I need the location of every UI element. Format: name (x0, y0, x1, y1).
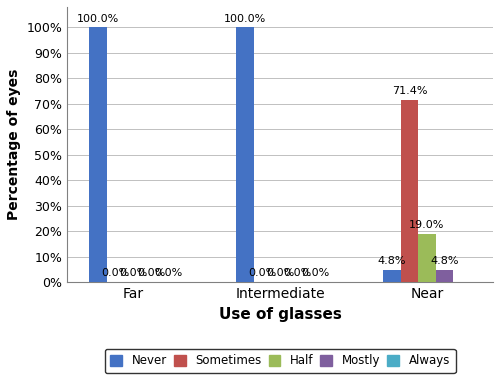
Text: 0.0%: 0.0% (302, 268, 330, 278)
Y-axis label: Percentage of eyes: Percentage of eyes (7, 69, 21, 220)
Text: 19.0%: 19.0% (410, 220, 444, 230)
Text: 0.0%: 0.0% (248, 268, 276, 278)
Text: 0.0%: 0.0% (266, 268, 294, 278)
Text: 0.0%: 0.0% (119, 268, 148, 278)
X-axis label: Use of glasses: Use of glasses (218, 306, 342, 321)
Text: 71.4%: 71.4% (392, 86, 427, 96)
Bar (383, 270, 400, 282)
Text: 0.0%: 0.0% (102, 268, 130, 278)
Text: 0.0%: 0.0% (137, 268, 165, 278)
Bar (436, 270, 454, 282)
Bar (400, 100, 418, 282)
Bar (90, 27, 107, 282)
Text: 4.8%: 4.8% (430, 256, 459, 266)
Text: 100.0%: 100.0% (77, 13, 119, 23)
Text: 0.0%: 0.0% (284, 268, 312, 278)
Bar (418, 234, 436, 282)
Text: 100.0%: 100.0% (224, 13, 266, 23)
Bar (236, 27, 254, 282)
Legend: Never, Sometimes, Half, Mostly, Always: Never, Sometimes, Half, Mostly, Always (104, 348, 456, 373)
Text: 4.8%: 4.8% (378, 256, 406, 266)
Text: 0.0%: 0.0% (154, 268, 182, 278)
